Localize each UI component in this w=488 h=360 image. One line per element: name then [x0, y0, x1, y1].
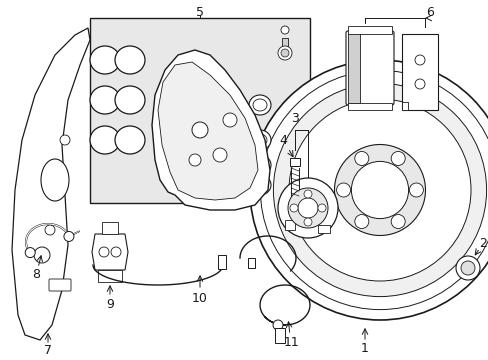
Text: 1: 1: [360, 342, 368, 355]
Text: L: L: [227, 125, 231, 131]
Bar: [289, 158, 299, 166]
Ellipse shape: [252, 159, 266, 171]
Ellipse shape: [248, 155, 270, 175]
Bar: [98, 270, 122, 282]
Circle shape: [334, 144, 425, 235]
Bar: [347, 103, 391, 110]
Circle shape: [45, 225, 55, 235]
Circle shape: [304, 218, 311, 226]
Circle shape: [390, 215, 405, 229]
Circle shape: [288, 99, 470, 281]
Ellipse shape: [115, 126, 145, 154]
Bar: [102, 222, 118, 234]
Circle shape: [213, 148, 226, 162]
Ellipse shape: [248, 95, 270, 115]
Circle shape: [64, 231, 74, 242]
Circle shape: [351, 161, 408, 219]
Text: 9: 9: [106, 297, 114, 310]
Bar: [90, 18, 309, 203]
Circle shape: [354, 152, 368, 166]
Circle shape: [60, 135, 70, 145]
Ellipse shape: [248, 175, 270, 195]
Circle shape: [272, 320, 283, 330]
Circle shape: [408, 183, 423, 197]
Circle shape: [354, 215, 368, 229]
Ellipse shape: [252, 179, 266, 191]
Circle shape: [304, 190, 311, 198]
Circle shape: [34, 247, 50, 263]
Ellipse shape: [90, 126, 120, 154]
Circle shape: [273, 84, 486, 297]
Ellipse shape: [115, 86, 145, 114]
Bar: [317, 225, 329, 233]
Ellipse shape: [90, 46, 120, 74]
Circle shape: [281, 49, 288, 57]
Polygon shape: [158, 62, 258, 200]
Ellipse shape: [115, 46, 145, 74]
Circle shape: [25, 248, 35, 258]
Circle shape: [99, 247, 109, 257]
Circle shape: [189, 154, 201, 166]
Bar: [285, 220, 294, 230]
Ellipse shape: [252, 134, 266, 146]
Ellipse shape: [90, 86, 120, 114]
Circle shape: [223, 113, 237, 127]
Text: 2: 2: [478, 237, 486, 249]
Circle shape: [289, 204, 297, 212]
Circle shape: [111, 247, 121, 257]
Circle shape: [249, 60, 488, 320]
Bar: [218, 255, 225, 269]
Text: 5: 5: [196, 5, 203, 18]
Text: 6: 6: [425, 5, 433, 18]
Text: 11: 11: [284, 337, 299, 350]
Ellipse shape: [252, 99, 266, 111]
Circle shape: [278, 178, 337, 238]
Polygon shape: [152, 50, 269, 210]
Circle shape: [278, 46, 291, 60]
FancyBboxPatch shape: [346, 31, 393, 105]
Bar: [347, 33, 359, 103]
Circle shape: [414, 55, 424, 65]
Bar: [274, 328, 285, 343]
Circle shape: [336, 183, 350, 197]
Circle shape: [281, 26, 288, 34]
Polygon shape: [12, 28, 90, 340]
Text: 8: 8: [32, 269, 40, 282]
Circle shape: [460, 261, 474, 275]
Bar: [401, 34, 437, 110]
Circle shape: [260, 71, 488, 310]
FancyBboxPatch shape: [49, 279, 71, 291]
Circle shape: [390, 152, 405, 166]
Circle shape: [317, 204, 325, 212]
Text: 3: 3: [290, 112, 298, 125]
Circle shape: [192, 122, 207, 138]
Bar: [347, 26, 391, 34]
Text: 4: 4: [279, 134, 286, 147]
Bar: [247, 258, 254, 268]
Circle shape: [287, 188, 327, 228]
Text: 7: 7: [44, 343, 52, 356]
Circle shape: [414, 79, 424, 89]
Circle shape: [455, 256, 479, 280]
Bar: [282, 38, 287, 48]
Bar: [401, 102, 407, 110]
Text: 10: 10: [192, 292, 207, 305]
Ellipse shape: [41, 159, 69, 201]
Ellipse shape: [248, 130, 270, 150]
Circle shape: [297, 198, 317, 218]
Polygon shape: [92, 234, 128, 270]
